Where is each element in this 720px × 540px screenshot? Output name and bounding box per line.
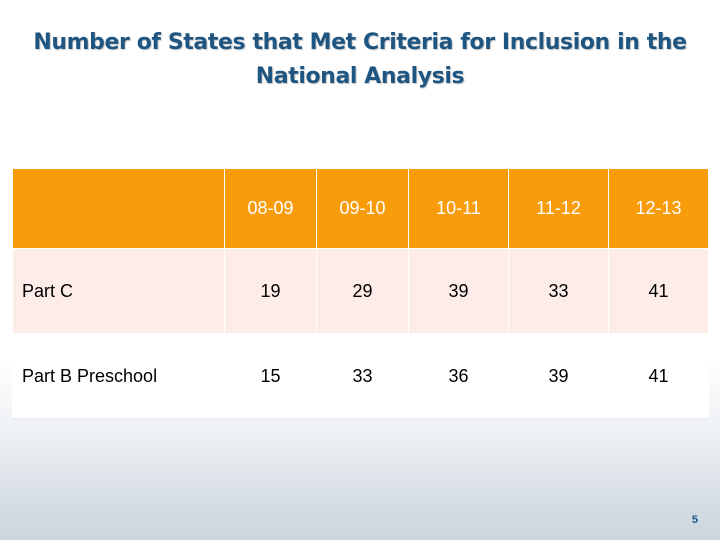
column-header-11-12: 11-12	[508, 168, 609, 249]
column-header-10-11: 10-11	[408, 168, 509, 249]
table-cell: 41	[608, 248, 709, 334]
table-row: Part B Preschool 15 33 36 39 41	[12, 333, 709, 419]
slide-title: Number of States that Met Criteria for I…	[33, 30, 687, 89]
table-cell: 15	[224, 333, 317, 419]
table-header-row: 08-09 09-10 10-11 11-12 12-13	[12, 168, 709, 249]
states-table: 08-09 09-10 10-11 11-12 12-13 Part C 19 …	[12, 168, 709, 419]
table-corner-cell	[12, 168, 225, 249]
table-cell: 39	[508, 333, 609, 419]
table-cell: 33	[316, 333, 409, 419]
column-header-08-09: 08-09	[224, 168, 317, 249]
table-cell: 29	[316, 248, 409, 334]
table-cell: 19	[224, 248, 317, 334]
column-header-09-10: 09-10	[316, 168, 409, 249]
table-row: Part C 19 29 39 33 41	[12, 248, 709, 334]
table-cell: 33	[508, 248, 609, 334]
column-header-12-13: 12-13	[608, 168, 709, 249]
row-label-part-c: Part C	[12, 248, 225, 334]
row-label-part-b-preschool: Part B Preschool	[12, 333, 225, 419]
page-number: 5	[691, 514, 698, 526]
table-cell: 36	[408, 333, 509, 419]
table-cell: 39	[408, 248, 509, 334]
table-cell: 41	[608, 333, 709, 419]
